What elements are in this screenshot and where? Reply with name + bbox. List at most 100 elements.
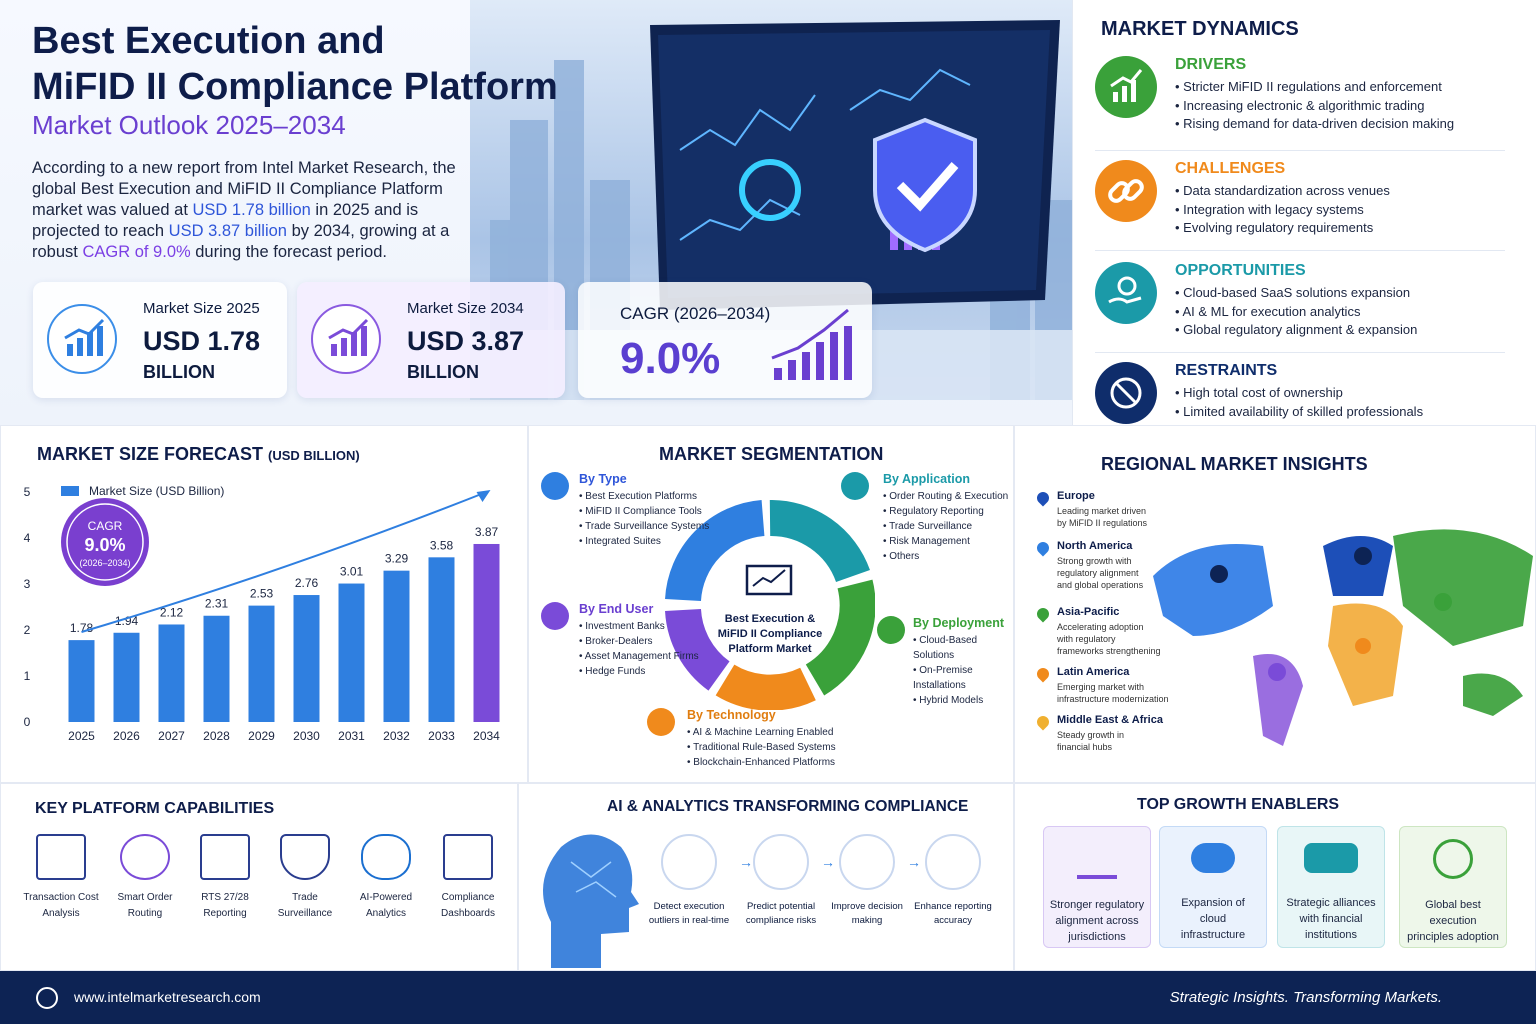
region-name: Europe (1057, 490, 1095, 502)
gauge-icon (1095, 362, 1157, 424)
donut-center-line: MiFID II Compliance (718, 628, 823, 640)
region-latin-america: Latin America Emerging market with infra… (1057, 666, 1169, 705)
region-desc: by MiFID II regulations (1057, 518, 1148, 528)
region-europe: Europe Leading market driven by MiFID II… (1057, 490, 1147, 529)
dynamics-item: Rising demand for data-driven decision m… (1183, 116, 1455, 131)
page-subtitle: Market Outlook 2025–2034 (32, 110, 346, 140)
dynamics-item: Integration with legacy systems (1183, 201, 1364, 217)
stat-value: 9.0% (620, 334, 721, 383)
stat-card-cagr: CAGR (2026–2034) 9.0% (578, 282, 872, 398)
report-document-icon (925, 834, 981, 890)
ai-title: AI & ANALYTICS TRANSFORMING COMPLIANCE (607, 798, 969, 815)
footer-bar: www.intelmarketresearch.com Strategic In… (0, 971, 1536, 1024)
europe-region (1323, 536, 1393, 596)
segment-item: Cloud-Based Solutions (913, 635, 978, 661)
intro-value-cagr: CAGR of 9.0% (82, 243, 191, 261)
clipboard-icon (841, 472, 869, 500)
bar (473, 543, 500, 722)
ai-step-label: making (851, 915, 883, 926)
y-tick-label: 3 (24, 577, 31, 591)
ai-step-label: Improve decision (831, 901, 903, 912)
x-tick-label: 2030 (293, 729, 320, 743)
divider (1095, 150, 1505, 151)
stat-card-2034: Market Size 2034 USD 3.87 BILLION (297, 282, 565, 398)
capabilities-title: KEY PLATFORM CAPABILITIES (35, 800, 275, 817)
ai-step-label: Detect execution (653, 901, 725, 912)
enabler-label: infrastructure (1180, 929, 1246, 941)
gear-icon (647, 708, 675, 736)
segment-item: Risk Management (889, 536, 970, 547)
capability-label: Analysis (42, 908, 80, 919)
y-tick-label: 0 (24, 715, 31, 729)
bar-value-label: 2.76 (295, 576, 319, 590)
divider (1095, 250, 1505, 251)
donut-center-line: Platform Market (728, 643, 811, 655)
latin-america-region (1253, 654, 1303, 746)
enabler-label: jurisdictions (1068, 931, 1126, 943)
bar (338, 583, 365, 722)
bar-value-label: 3.58 (430, 538, 454, 552)
ai-step: Improve decision making (817, 834, 917, 928)
arrow-right-icon: → (821, 854, 835, 870)
capability-label: Smart Order (117, 892, 173, 903)
website-link[interactable]: www.intelmarketresearch.com (74, 989, 261, 1005)
intro-text: in 2025 and is projected to reach (32, 201, 419, 240)
region-asia-pacific: Asia-Pacific Accelerating adoption with … (1057, 606, 1161, 657)
asia-pacific-region (1393, 529, 1533, 646)
dynamics-item: Limited availability of skilled professi… (1183, 403, 1424, 419)
title-line-1: Best Execution and (32, 20, 385, 62)
dynamics-item: Stricter MiFID II regulations and enforc… (1183, 79, 1442, 94)
segment-item: On-Premise Installations (913, 665, 973, 691)
brain-icon (361, 834, 411, 880)
segmentation-title: MARKET SEGMENTATION (659, 444, 884, 464)
cloud-icon (877, 616, 905, 644)
segment-item: AI & Machine Learning Enabled (692, 727, 834, 738)
bar-value-label: 3.29 (385, 552, 409, 566)
segment-item: Regulatory Reporting (889, 506, 984, 517)
segment-item: Investment Banks (585, 621, 665, 632)
stat-value: USD 1.78 (143, 326, 261, 356)
ai-step: Predict potential compliance risks (731, 834, 831, 928)
segment-item: MiFID II Compliance Tools (585, 506, 702, 517)
location-pin-icon (1034, 713, 1052, 731)
capability-label: Dashboards (441, 908, 495, 919)
dynamics-item: Data standardization across venues (1183, 183, 1390, 198)
capabilities-panel: KEY PLATFORM CAPABILITIES Transaction Co… (0, 783, 518, 971)
trend-arrow-head (476, 490, 491, 502)
segmentation-donut: Best Execution & MiFID II Compliance Pla… (665, 500, 875, 710)
globe-icon (36, 987, 58, 1009)
dynamics-item: Cloud-based SaaS solutions expansion (1183, 285, 1411, 300)
intro-paragraph: According to a new report from Intel Mar… (32, 158, 462, 263)
segment-heading: By Type (579, 472, 627, 486)
segment-item: Trade Surveillance Systems (585, 521, 710, 532)
scales-icon (1077, 839, 1117, 879)
dashboard-icon (443, 834, 493, 880)
segment-item: Broker-Dealers (585, 636, 653, 647)
y-tick-label: 5 (24, 485, 31, 499)
intro-text: According to a new report from Intel Mar… (32, 159, 456, 219)
stat-card-2025: Market Size 2025 USD 1.78 BILLION (33, 282, 287, 398)
intro-text: by 2034, growing at a robust (32, 222, 450, 261)
bar (383, 570, 410, 722)
enabler-label: alignment across (1055, 915, 1139, 927)
intro-value-2025: USD 1.78 billion (192, 201, 311, 219)
region-name: Latin America (1057, 666, 1130, 678)
capability-label: RTS 27/28 (201, 892, 249, 903)
ai-steps: Detect execution outliers in real-time → … (639, 834, 1009, 964)
capability-item: AI-Powered Analytics (346, 834, 426, 922)
y-tick-label: 1 (24, 669, 31, 683)
region-desc: Accelerating adoption (1057, 622, 1144, 632)
capability-item: Transaction Cost Analysis (21, 834, 101, 922)
dynamics-list: • Cloud-based SaaS solutions expansion •… (1175, 285, 1418, 337)
region-name: Asia-Pacific (1057, 606, 1120, 618)
dynamics-list: • Stricter MiFID II regulations and enfo… (1175, 79, 1455, 131)
region-desc: Strong growth with (1057, 556, 1132, 566)
regional-title: REGIONAL MARKET INSIGHTS (1101, 454, 1368, 474)
enabler-label: institutions (1305, 929, 1357, 941)
forecast-title: MARKET SIZE FORECAST (USD BILLION) (37, 444, 360, 465)
region-middle-east-africa: Middle East & Africa Steady growth in fi… (1057, 714, 1163, 753)
middle-east-africa-region (1328, 603, 1403, 706)
north-america-region (1153, 544, 1273, 636)
forecast-title-unit: (USD BILLION) (268, 448, 360, 463)
